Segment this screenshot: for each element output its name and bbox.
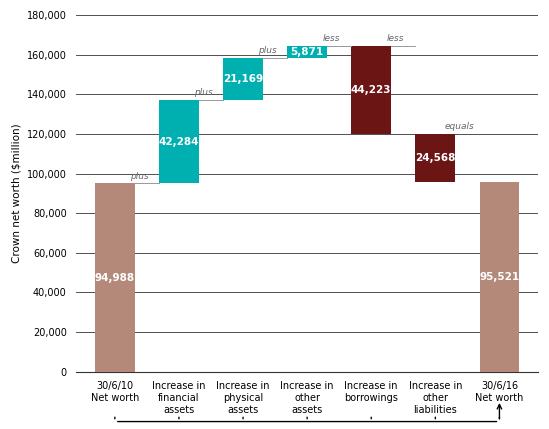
Bar bbox=[287, 46, 327, 58]
Text: 44,223: 44,223 bbox=[351, 85, 391, 95]
Bar bbox=[95, 184, 135, 372]
Text: equals: equals bbox=[445, 122, 474, 131]
Text: plus: plus bbox=[258, 46, 277, 55]
Text: 21,169: 21,169 bbox=[223, 74, 263, 84]
Text: less: less bbox=[323, 34, 340, 43]
Text: 42,284: 42,284 bbox=[159, 136, 199, 147]
Text: 24,568: 24,568 bbox=[415, 153, 456, 163]
Bar bbox=[416, 134, 455, 182]
Text: plus: plus bbox=[130, 172, 149, 181]
Y-axis label: Crown net worth ($million): Crown net worth ($million) bbox=[11, 124, 21, 263]
Text: 94,988: 94,988 bbox=[95, 272, 135, 283]
Bar bbox=[480, 182, 519, 372]
Bar bbox=[223, 58, 263, 100]
Text: less: less bbox=[387, 34, 405, 43]
Text: plus: plus bbox=[194, 88, 212, 97]
Bar bbox=[351, 46, 391, 134]
Bar bbox=[159, 100, 199, 184]
Text: 95,521: 95,521 bbox=[479, 272, 519, 282]
Text: 5,871: 5,871 bbox=[290, 47, 324, 57]
